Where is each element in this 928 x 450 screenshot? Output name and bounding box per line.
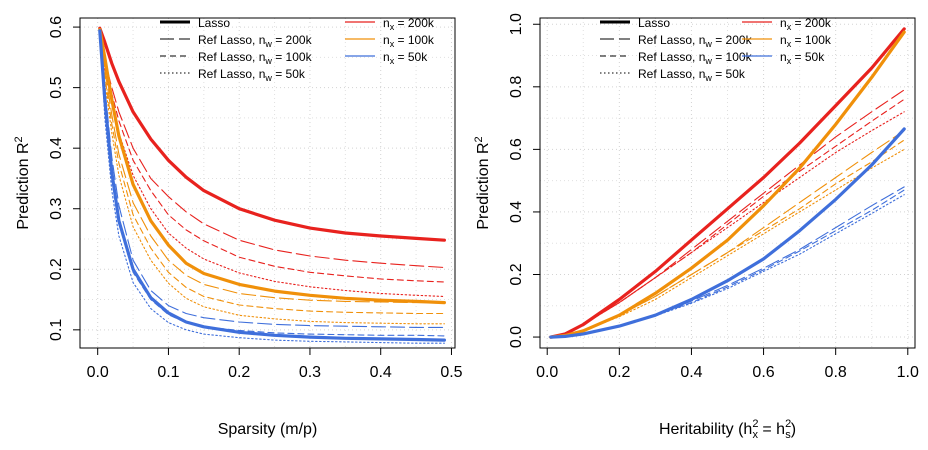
x-tick-label: 0.3 [299,364,321,381]
series-line-ref-lasso-n-w-100k-n-x-50k [550,189,905,338]
y-tick-label: 0.6 [508,138,525,160]
y-tick-label: 0.5 [48,76,65,98]
legend-label: Ref Lasso, nw = 50k [638,67,746,83]
y-axis-title: Prediction R2 [13,136,32,229]
series-group [549,27,906,339]
x-tick-label: 0.2 [228,364,250,381]
plot-frame [79,17,456,349]
series-line-ref-lasso-n-w-100k-n-x-200k [99,32,445,283]
x-tick-label: 0.4 [680,364,702,381]
legend-label: nx = 50k [780,50,825,66]
y-tick-label: 0.2 [508,263,525,285]
x-tick-label: 0.2 [608,364,630,381]
x-tick-label: 0.8 [825,364,847,381]
series-group [98,26,446,344]
x-axis-title: Sparsity (m/p) [218,421,318,438]
series-line-lasso-n-x-100k [549,30,906,339]
series-line-ref-lasso-n-w-50k-n-x-200k [99,32,445,298]
legend-label: Ref Lasso, nw = 50k [198,67,306,83]
chart-panel-left: 0.0 0.1 0.2 0.3 0.4 0.5 0.1 0.2 0.3 0.4 0.5 0.6 Pred… [13,16,463,438]
y-tick-label: 0.4 [508,201,525,223]
series-line-lasso-n-x-200k [98,26,446,242]
legend-label: nx = 200k [383,16,435,32]
y-tick-label: 1.0 [508,13,525,35]
series-line-lasso-n-x-200k [549,27,906,339]
x-axis-title: Heritability (h2 x = h2 s) [659,418,796,441]
y-axis-title: Prediction R2 [473,136,492,229]
series-line-ref-lasso-n-w-50k-n-x-50k [99,32,445,344]
x-tick-label: 0.1 [157,364,179,381]
y-tick-label: 0.6 [48,16,65,38]
x-tick-label: 0.5 [440,364,462,381]
legend-label: Ref Lasso, nw = 200k [198,33,313,49]
chart-panel-right: 0.0 0.2 0.4 0.6 0.8 1.0 0.0 0.2 0.4 0.6 0.8 1.0 Pred… [473,13,919,441]
y-tick-label: 0.0 [508,326,525,348]
legend-label: nx = 200k [780,16,832,32]
plot-frame [539,17,916,349]
legend-label: Lasso [198,16,230,30]
y-tick-label: 0.1 [48,319,65,341]
legend-label: Ref Lasso, nw = 100k [198,50,313,66]
y-tick-label: 0.8 [508,76,525,98]
series-line-lasso-n-x-50k [549,127,906,339]
series-line-lasso-n-x-50k [98,29,446,342]
x-tick-label: 0.0 [87,364,109,381]
series-line-ref-lasso-n-w-200k-n-x-100k [99,32,445,304]
y-tick-label: 0.3 [48,198,65,220]
x-tick-label: 0.0 [536,364,558,381]
legend-label: Lasso [638,16,670,30]
series-line-ref-lasso-n-w-50k-n-x-100k [99,32,445,325]
y-tick-label: 0.2 [48,258,65,280]
series-line-ref-lasso-n-w-200k-n-x-50k [99,32,445,328]
legend-label: nx = 100k [780,33,832,49]
legend-label: nx = 100k [383,33,435,49]
series-line-ref-lasso-n-w-50k-n-x-50k [550,194,905,338]
grid-lines [80,18,455,348]
series-line-lasso-n-x-100k [98,27,446,305]
legend-label: Ref Lasso, nw = 100k [638,50,753,66]
x-tick-label: 0.6 [752,364,774,381]
x-tick-label: 1.0 [897,364,919,381]
legend-label: nx = 50k [383,50,428,66]
x-tick-label: 0.4 [370,364,392,381]
legend-label: Ref Lasso, nw = 200k [638,33,753,49]
series-line-ref-lasso-n-w-50k-n-x-100k [550,148,905,338]
series-line-ref-lasso-n-w-100k-n-x-100k [99,32,445,315]
y-tick-label: 0.4 [48,137,65,159]
series-line-ref-lasso-n-w-200k-n-x-200k [99,32,445,269]
